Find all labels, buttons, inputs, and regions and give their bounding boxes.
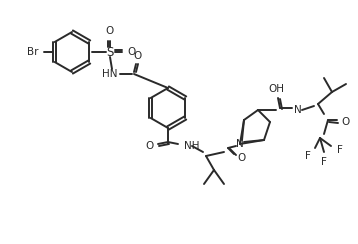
Text: F: F <box>337 145 343 155</box>
Text: O: O <box>127 47 135 57</box>
Text: O: O <box>134 51 142 61</box>
Text: O: O <box>146 141 154 151</box>
Text: O: O <box>238 153 246 163</box>
Text: HN: HN <box>102 69 118 79</box>
Text: F: F <box>321 157 327 167</box>
Text: NH: NH <box>184 141 199 151</box>
Text: F: F <box>305 151 311 161</box>
Text: O: O <box>106 26 114 36</box>
Text: N: N <box>236 139 244 149</box>
Text: S: S <box>106 45 114 59</box>
Text: Br: Br <box>26 47 38 57</box>
Text: O: O <box>342 117 350 127</box>
Text: OH: OH <box>268 84 284 94</box>
Text: N: N <box>294 105 302 115</box>
